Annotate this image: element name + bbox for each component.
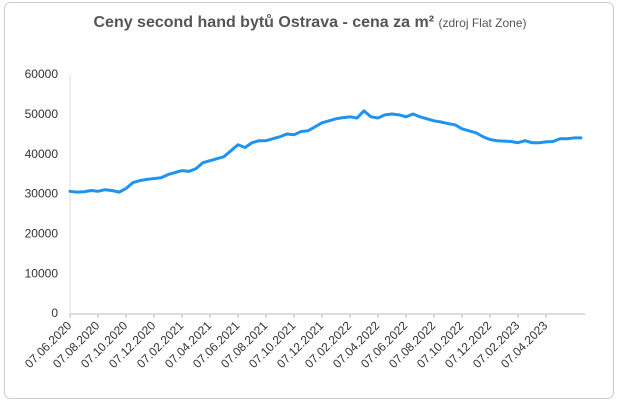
y-tick-label: 30000: [25, 187, 59, 201]
chart-header: Ceny second hand bytů Ostrava - cena za …: [80, 14, 540, 32]
y-tick-label: 60000: [25, 67, 59, 81]
chart-frame: [4, 2, 614, 399]
y-tick-label: 10000: [25, 266, 59, 280]
chart-title: Ceny second hand bytů Ostrava - cena za …: [93, 14, 435, 31]
y-tick-label: 0: [51, 306, 58, 320]
line: [68, 109, 583, 194]
y-tick-label: 40000: [25, 147, 59, 161]
chart-subtitle: (zdroj Flat Zone): [438, 16, 527, 30]
y-tick-label: 50000: [25, 107, 59, 121]
y-tick-label: 20000: [25, 227, 59, 241]
